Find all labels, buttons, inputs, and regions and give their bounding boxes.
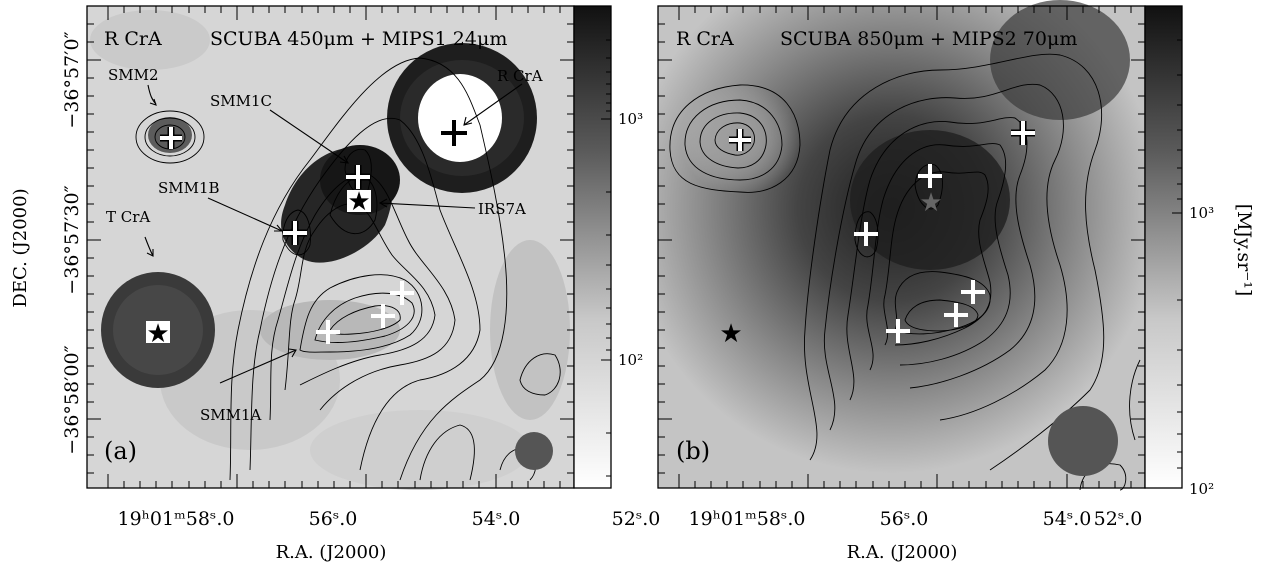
x-tick-label: 19ʰ01ᵐ58ˢ.0: [689, 508, 806, 530]
sources-a: [160, 120, 467, 344]
colorbar-tick-label: 10²: [618, 351, 643, 369]
x-tick-label: 52ˢ.0: [1094, 508, 1143, 530]
panel-b: ★ ★: [657, 0, 1146, 491]
y-tick-label: −36°57′30″: [61, 185, 83, 294]
rcra-saturated: [418, 74, 502, 162]
label-rcra: R CrA: [497, 67, 543, 85]
x-tick-label: 52ˢ.0: [612, 508, 661, 530]
panel-a: ★ ★: [86, 5, 575, 490]
panel-a-object: R CrA: [104, 28, 162, 50]
cross-marker: [729, 129, 985, 343]
cross-marker: [1011, 121, 1035, 145]
x-tick-label: 56ˢ.0: [880, 508, 929, 530]
x-tick-label: 54ˢ.0: [472, 508, 521, 530]
tcra-star-icon: ★: [146, 319, 169, 349]
colorbar-tick-label: 10³: [1189, 204, 1214, 222]
label-smm1b: SMM1B: [158, 179, 220, 197]
x-axis-label-b: R.A. (J2000): [847, 542, 958, 563]
x-tick-label: 19ʰ01ᵐ58ˢ.0: [118, 508, 235, 530]
cross-marker: [283, 221, 307, 245]
label-tcra: T CrA: [106, 208, 150, 226]
colorbar-a: [573, 5, 612, 489]
irs7a-star-icon: ★: [919, 188, 942, 218]
irs7a-star-icon: ★: [347, 187, 370, 217]
panel-a-title: SCUBA 450μm + MIPS1 24μm: [210, 28, 507, 50]
x-tick-label: 54ˢ.0: [1043, 508, 1092, 530]
cross-marker: [316, 281, 414, 344]
y-tick-label: −36°58′00″: [61, 345, 83, 454]
panel-b-title: SCUBA 850μm + MIPS2 70μm: [780, 28, 1077, 50]
y-tick-label: −36°57′0″: [61, 31, 83, 128]
ticks-a: [87, 6, 574, 488]
colorbar-tick-label: 10²: [1189, 480, 1214, 498]
ticks-b: [658, 6, 1145, 488]
irs7a-box: [347, 190, 371, 212]
colorbar-b: [1144, 5, 1183, 489]
label-irs7a: IRS7A: [478, 200, 526, 218]
y-axis-label: DEC. (J2000): [10, 188, 31, 307]
panel-a-tag: (a): [104, 437, 137, 465]
tcra-star-icon: ★: [719, 319, 742, 349]
annotation-arrows-a: [144, 83, 523, 384]
cross-marker: [160, 127, 182, 149]
label-smm2: SMM2: [108, 66, 159, 84]
sources-b: [729, 121, 1035, 343]
panel-b-tag: (b): [676, 437, 710, 465]
panel-b-object: R CrA: [676, 28, 734, 50]
colorbar-tick-label: 10³: [618, 110, 643, 128]
x-axis-label-a: R.A. (J2000): [276, 542, 387, 563]
contours-a: [135, 57, 561, 481]
beam-a: [515, 432, 553, 470]
label-smm1c: SMM1C: [210, 92, 272, 110]
colorbar-label: [MJy.sr⁻¹]: [1233, 204, 1255, 297]
x-tick-label: 56ˢ.0: [309, 508, 358, 530]
label-smm1a: SMM1A: [200, 406, 262, 424]
cross-marker: [441, 120, 467, 146]
tcra-box: [146, 321, 170, 343]
cross-marker: [346, 165, 370, 189]
beam-b: [1048, 406, 1118, 476]
